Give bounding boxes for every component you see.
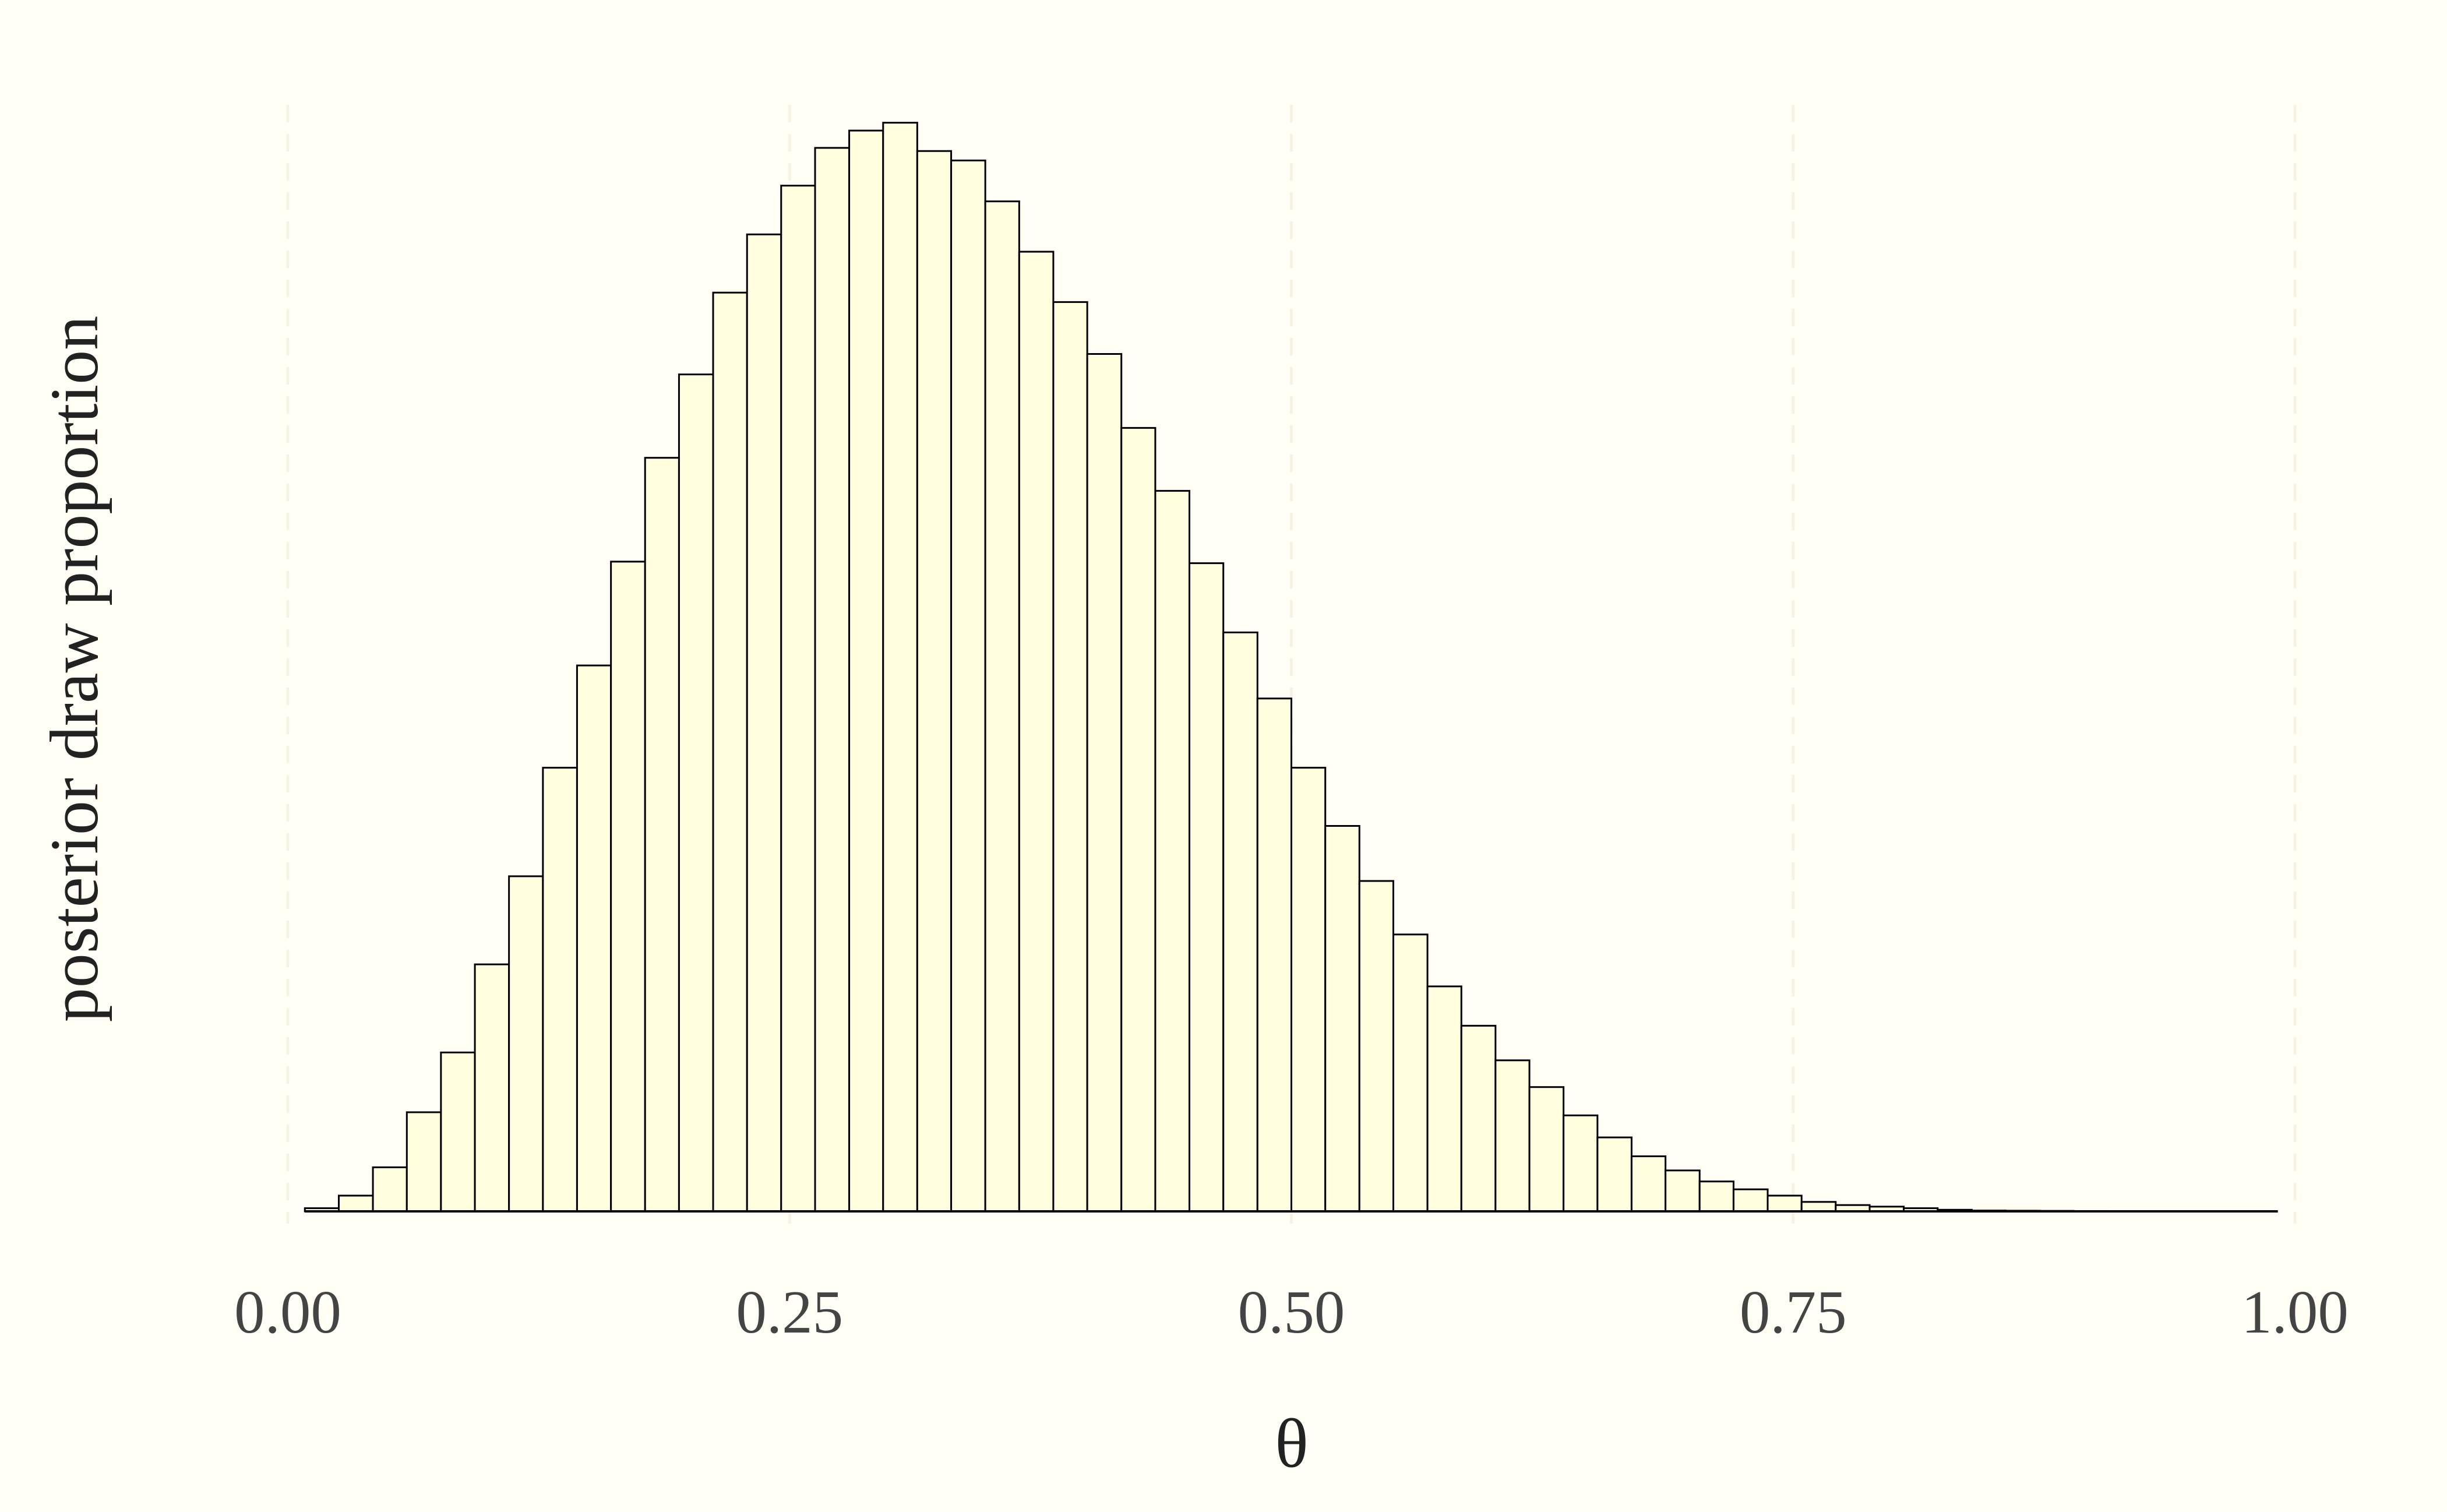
bar (542, 767, 578, 1213)
bar (1052, 301, 1088, 1213)
bar (474, 963, 510, 1213)
bar (848, 129, 884, 1213)
bar (678, 373, 714, 1213)
bars (304, 122, 2211, 1213)
bar (1630, 1155, 1667, 1213)
bar (1732, 1188, 1769, 1213)
bar (1324, 825, 1360, 1213)
bar (746, 233, 782, 1213)
bar (1358, 880, 1395, 1213)
bar (1528, 1086, 1565, 1213)
bar (984, 200, 1020, 1213)
bar (610, 561, 646, 1213)
bar (1596, 1136, 1632, 1213)
bar (440, 1051, 476, 1213)
x-tick-label: 0.25 (736, 1278, 843, 1346)
bar (1665, 1169, 1701, 1213)
bar (1188, 562, 1225, 1213)
bar (1800, 1201, 1837, 1213)
x-tick-label: 0.00 (234, 1278, 341, 1346)
x-tick-label: 0.50 (1238, 1278, 1345, 1346)
bar (1698, 1180, 1734, 1213)
bar (1460, 1024, 1497, 1213)
bar (1256, 697, 1293, 1213)
bar (1154, 489, 1190, 1213)
bar (780, 185, 816, 1213)
bar (1426, 985, 1462, 1213)
x-axis-label: θ (1275, 1405, 1308, 1482)
bar (372, 1166, 408, 1213)
bar (338, 1194, 374, 1213)
bar (508, 875, 544, 1213)
bar (576, 664, 612, 1213)
bar (1494, 1059, 1531, 1213)
x-tick-label: 0.75 (1740, 1278, 1847, 1346)
bar (712, 291, 748, 1213)
bar (1086, 353, 1123, 1213)
bar (1222, 631, 1258, 1213)
axes: 0.00 0.25 0.50 0.75 1.00 (234, 1210, 2349, 1346)
bar (950, 159, 986, 1213)
bar (916, 150, 953, 1213)
bar (644, 457, 680, 1213)
bar (406, 1111, 442, 1213)
x-tick-label: 1.00 (2241, 1278, 2349, 1346)
bar (1563, 1114, 1599, 1213)
bar (814, 147, 851, 1213)
bar (1767, 1194, 1803, 1213)
bar (1392, 933, 1429, 1213)
bar (1120, 427, 1156, 1213)
y-axis-label: posterior draw proportion (36, 316, 112, 1023)
bar (1291, 767, 1327, 1213)
bar (1018, 251, 1055, 1213)
bar (882, 122, 918, 1213)
